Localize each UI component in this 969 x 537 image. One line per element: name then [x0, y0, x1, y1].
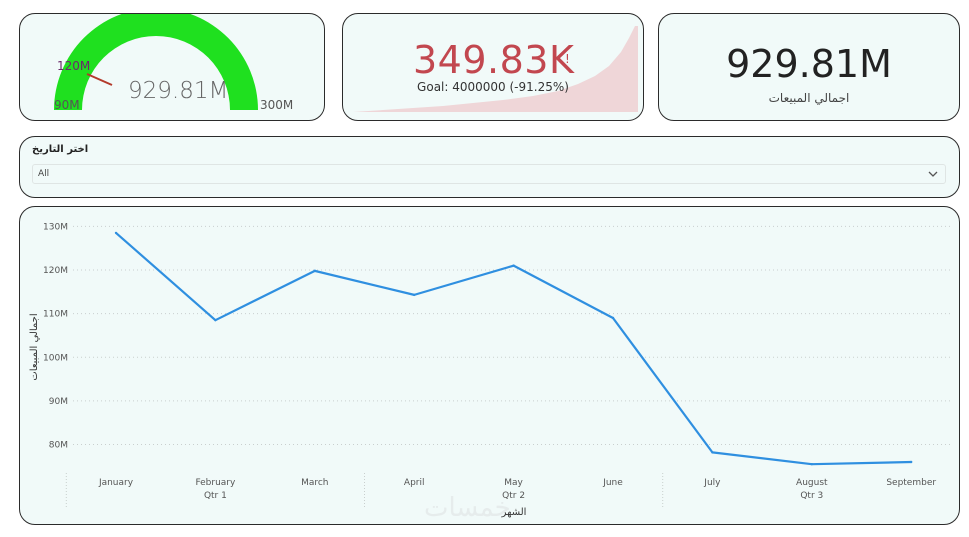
total-sales-label: اجمالي المبيعات	[768, 91, 850, 105]
date-filter-slicer: اختر التاريخ All	[19, 136, 960, 198]
gauge-card: 929.81M 90M 300M 120M	[19, 13, 325, 121]
y-tick-label: 110M	[43, 310, 68, 320]
gauge-fill	[54, 14, 258, 110]
x-tick-label: July	[703, 478, 721, 488]
y-tick-label: 100M	[43, 353, 68, 363]
data-point	[611, 316, 615, 320]
y-tick-label: 120M	[43, 266, 68, 276]
kpi-value: 349.83K	[413, 38, 575, 82]
data-point	[512, 264, 515, 267]
x-tick-label: May	[504, 478, 523, 488]
sales-line-chart: خمسات 80M 90M 100M 110M 120M 130M January Febru…	[19, 206, 960, 525]
data-point	[810, 462, 813, 466]
y-axis-title: اجمالي المبيعات	[29, 313, 40, 380]
kpi-goal-text: Goal: 4000000 (-91.25%)	[417, 80, 569, 94]
gauge-target-marker	[86, 73, 113, 86]
gauge-min-label: 90M	[54, 98, 80, 112]
data-point	[413, 293, 416, 297]
data-point	[910, 460, 913, 464]
x-tick-label: September	[886, 478, 936, 488]
x-axis-title: الشهر	[501, 507, 527, 518]
data-point	[313, 269, 316, 273]
gauge-max-label: 300M	[260, 98, 294, 112]
x-tick-label: April	[404, 478, 425, 488]
x-tick-label: January	[98, 478, 134, 488]
quarter-label: Qtr 2	[502, 491, 525, 501]
chevron-down-icon[interactable]	[927, 168, 939, 180]
kpi-trend-area	[353, 26, 638, 112]
x-tick-label: August	[796, 478, 828, 488]
x-tick-label: February	[195, 478, 236, 488]
y-tick-label: 90M	[49, 397, 68, 407]
x-tick-label: June	[602, 478, 623, 488]
data-point	[214, 318, 217, 322]
gauge-value: 929.81M	[128, 78, 229, 104]
data-point	[711, 451, 714, 454]
gauge-arc	[54, 14, 258, 110]
quarter-label: Qtr 3	[800, 491, 823, 501]
filter-title: اختر التاريخ	[32, 144, 89, 155]
total-sales-card: 929.81M اجمالي المبيعات	[658, 13, 960, 121]
line-chart-svg: 80M 90M 100M 110M 120M 130M January February Mar…	[29, 222, 950, 518]
filter-selected-value: All	[38, 169, 50, 179]
total-sales-value: 929.81M	[726, 42, 892, 86]
watermark: خمسات	[424, 493, 511, 523]
date-filter-dropdown[interactable]: All	[32, 164, 946, 184]
data-point	[114, 231, 118, 235]
gauge-target-label: 120M	[57, 59, 91, 73]
kpi-alert-icon: !	[565, 52, 570, 66]
y-tick-label: 130M	[43, 222, 68, 232]
x-tick-label: March	[301, 478, 328, 488]
quarter-label: Qtr 1	[204, 491, 227, 501]
y-tick-label: 80M	[49, 441, 68, 451]
kpi-card: 349.83K ! Goal: 4000000 (-91.25%)	[342, 13, 644, 121]
series-line	[115, 232, 912, 466]
